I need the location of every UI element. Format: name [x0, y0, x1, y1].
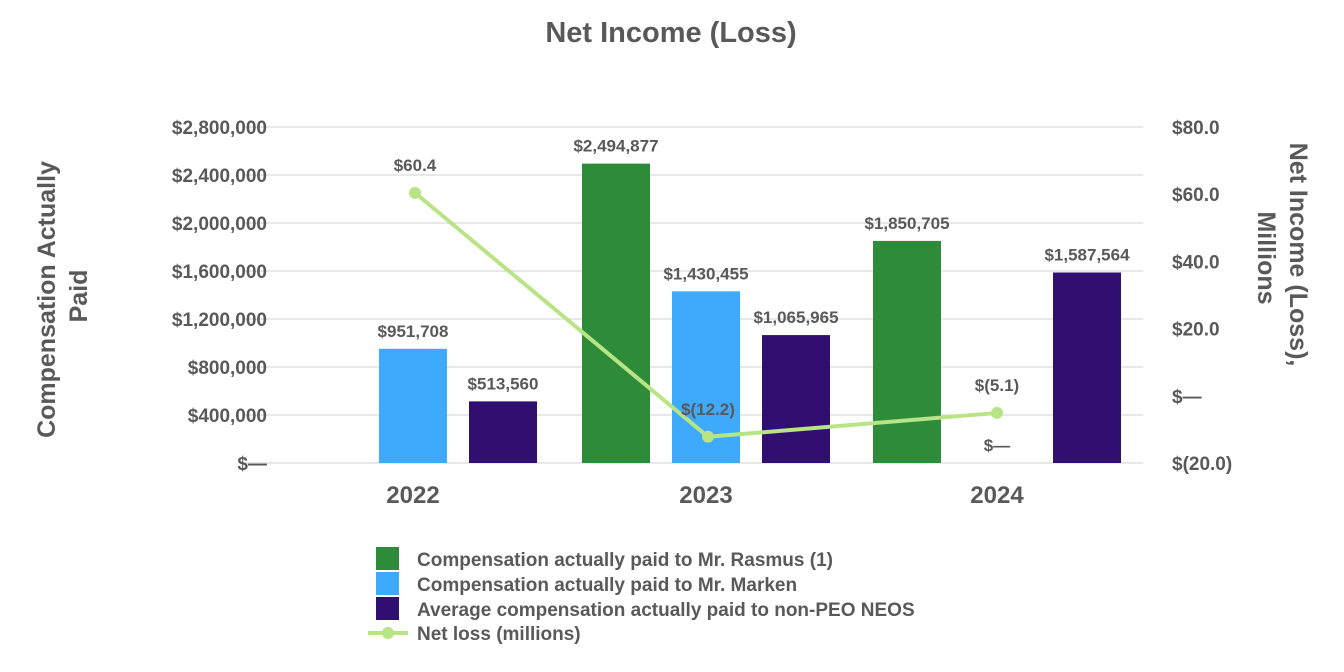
- net-loss-label: $(5.1): [975, 376, 1019, 395]
- y-axis-right: $(20.0) $— $20.0 $40.0 $60.0 $80.0: [1172, 118, 1232, 475]
- legend-line-marker: [382, 627, 394, 639]
- y-tick-label: $—: [237, 454, 267, 475]
- y-axis-title-right-line-2: Millions: [1252, 211, 1280, 304]
- y2-tick-label: $40.0: [1172, 252, 1220, 273]
- net-loss-line: $60.4 $(12.2) $(5.1): [394, 156, 1019, 443]
- legend-label-3: Average compensation actually paid to no…: [417, 600, 915, 621]
- chart-title: Net Income (Loss): [545, 17, 796, 49]
- legend-swatch-2: [376, 572, 399, 595]
- bar-data-label: $1,065,965: [753, 308, 838, 327]
- net-loss-point-2022: [409, 186, 421, 199]
- y-axis-title-left: Compensation Actually Paid: [33, 154, 93, 438]
- y2-tick-label: $—: [1172, 387, 1202, 408]
- bar-data-label: $1,430,455: [663, 264, 748, 283]
- y-tick-label: $800,000: [188, 358, 267, 379]
- y-tick-label: $2,400,000: [172, 166, 267, 187]
- bar-data-label: $2,494,877: [573, 137, 658, 156]
- x-tick-label-2022: 2022: [386, 482, 439, 509]
- legend-label-1: Compensation actually paid to Mr. Rasmus…: [417, 550, 833, 571]
- net-loss-label: $60.4: [394, 156, 437, 175]
- bar-2023-series-1: [582, 163, 650, 464]
- bar-data-label: $951,708: [378, 322, 449, 341]
- bar-2023-series-3: [762, 335, 830, 463]
- bar-data-label: $513,560: [468, 374, 539, 393]
- bar-2022-series-3: [469, 401, 537, 463]
- legend-label-2: Compensation actually paid to Mr. Marken: [417, 575, 797, 596]
- x-tick-label-2024: 2024: [970, 482, 1024, 509]
- y-tick-label: $400,000: [188, 406, 267, 427]
- bar-2022-series-2: [379, 348, 447, 463]
- legend-swatch-1: [376, 547, 399, 570]
- y-axis-title-right-line-1: Net Income (Loss),: [1284, 143, 1312, 367]
- y-tick-label: $1,200,000: [172, 310, 267, 331]
- y-tick-label: $2,800,000: [172, 118, 267, 139]
- bar-2024-series-3: [1053, 272, 1121, 463]
- y-tick-label: $1,600,000: [172, 262, 267, 283]
- legend: Compensation actually paid to Mr. Rasmus…: [368, 547, 915, 645]
- y2-tick-label: $80.0: [1172, 118, 1220, 139]
- y-axis-title-left-line-1: Compensation Actually: [33, 161, 61, 438]
- legend-swatch-3: [376, 597, 399, 620]
- net-loss-point-2023: [702, 430, 714, 443]
- legend-label-net-loss: Net loss (millions): [417, 624, 581, 645]
- y-tick-label: $2,000,000: [172, 214, 267, 235]
- net-loss-point-2024: [991, 406, 1003, 419]
- y2-tick-label: $20.0: [1172, 320, 1220, 341]
- category-labels: 2022 2023 2024: [386, 482, 1024, 509]
- x-tick-label-2023: 2023: [679, 482, 732, 509]
- bar-labels: $951,708 $513,560 $2,494,877 $1,430,455 $1,0…: [378, 137, 1131, 455]
- bar-2024-series-1: [873, 240, 941, 463]
- y-axis-title-right: Net Income (Loss), Millions: [1252, 143, 1312, 374]
- y2-tick-label: $(20.0): [1172, 454, 1232, 475]
- y-axis-title-left-line-2: Paid: [65, 270, 93, 323]
- y-axis-left: $— $400,000 $800,000 $1,200,000 $1,600,000 $2…: [172, 118, 267, 475]
- bar-data-label: $1,587,564: [1044, 245, 1130, 264]
- net-loss-label: $(12.2): [681, 400, 735, 419]
- bars: [379, 163, 1121, 464]
- y2-tick-label: $60.0: [1172, 185, 1220, 206]
- bar-data-label: $1,850,705: [864, 214, 949, 233]
- bar-data-label: $—: [984, 436, 1010, 455]
